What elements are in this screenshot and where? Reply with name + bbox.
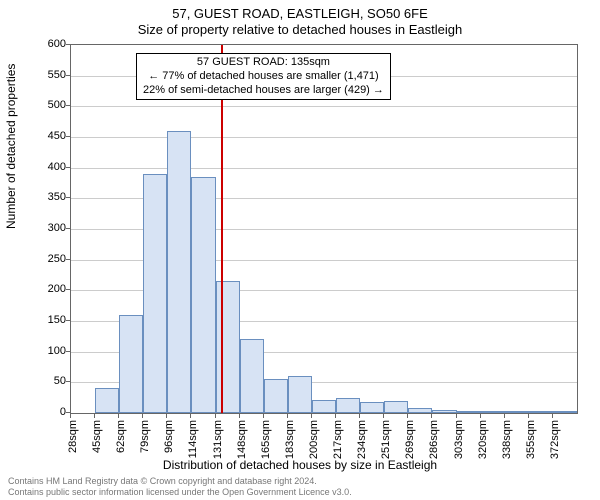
x-axis-label: Distribution of detached houses by size … [0, 458, 600, 472]
x-tick-mark [383, 414, 384, 418]
y-axis-label: Number of detached properties [4, 64, 18, 229]
x-tick-mark [190, 414, 191, 418]
histogram-bar [167, 131, 191, 413]
y-tick-label: 450 [26, 130, 66, 142]
x-tick-mark [456, 414, 457, 418]
histogram-bar [408, 408, 432, 413]
x-tick-label: 45sqm [91, 420, 103, 453]
histogram-bar [529, 411, 553, 413]
x-tick-label: 200sqm [308, 420, 320, 459]
x-tick-mark [215, 414, 216, 418]
y-tick-label: 550 [26, 69, 66, 81]
x-tick-mark [239, 414, 240, 418]
x-tick-mark [142, 414, 143, 418]
y-tick-label: 250 [26, 253, 66, 265]
histogram-bar [191, 177, 215, 413]
grid-line [71, 106, 577, 107]
x-tick-mark [311, 414, 312, 418]
histogram-bar [240, 339, 264, 413]
y-tick-label: 300 [26, 222, 66, 234]
x-tick-label: 96sqm [163, 420, 175, 453]
x-tick-label: 183sqm [284, 420, 296, 459]
annotation-line3: 22% of semi-detached houses are larger (… [143, 84, 384, 98]
x-tick-mark [480, 414, 481, 418]
histogram-bar [432, 410, 456, 413]
histogram-bar [264, 379, 288, 413]
y-tick-label: 400 [26, 161, 66, 173]
x-tick-label: 217sqm [332, 420, 344, 459]
x-tick-mark [335, 414, 336, 418]
x-tick-label: 62sqm [115, 420, 127, 453]
x-tick-label: 338sqm [501, 420, 513, 459]
x-tick-mark [359, 414, 360, 418]
y-tick-label: 500 [26, 99, 66, 111]
y-tick-label: 350 [26, 191, 66, 203]
histogram-bar [119, 315, 143, 413]
histogram-bar [95, 388, 119, 413]
y-tick-label: 600 [26, 38, 66, 50]
x-tick-mark [94, 414, 95, 418]
annotation-box: 57 GUEST ROAD: 135sqm ← 77% of detached … [136, 53, 391, 100]
histogram-bar [216, 281, 240, 413]
page-title-line2: Size of property relative to detached ho… [0, 21, 600, 37]
histogram-bar [553, 411, 577, 413]
x-tick-label: 372sqm [549, 420, 561, 459]
x-tick-mark [287, 414, 288, 418]
x-tick-label: 251sqm [380, 420, 392, 459]
y-tick-label: 100 [26, 345, 66, 357]
annotation-line1: 57 GUEST ROAD: 135sqm [143, 56, 384, 70]
histogram-bar [336, 398, 360, 413]
x-tick-mark [263, 414, 264, 418]
x-tick-label: 28sqm [67, 420, 79, 453]
page-title-line1: 57, GUEST ROAD, EASTLEIGH, SO50 6FE [0, 0, 600, 21]
x-tick-mark [407, 414, 408, 418]
x-tick-label: 114sqm [187, 420, 199, 458]
x-tick-mark [166, 414, 167, 418]
x-tick-label: 79sqm [139, 420, 151, 453]
x-tick-mark [431, 414, 432, 418]
x-tick-mark [552, 414, 553, 418]
y-tick-label: 150 [26, 314, 66, 326]
y-tick-label: 200 [26, 283, 66, 295]
histogram-bar [384, 401, 408, 413]
footer-attribution: Contains HM Land Registry data © Crown c… [8, 476, 352, 497]
footer-line1: Contains HM Land Registry data © Crown c… [8, 476, 352, 486]
histogram-bar [481, 411, 505, 413]
x-tick-label: 303sqm [453, 420, 465, 459]
annotation-line2: ← 77% of detached houses are smaller (1,… [143, 70, 384, 84]
x-tick-label: 165sqm [260, 420, 272, 459]
histogram-bar [143, 174, 167, 413]
x-tick-label: 269sqm [404, 420, 416, 459]
x-tick-mark [118, 414, 119, 418]
histogram-bar [360, 402, 384, 413]
grid-line [71, 168, 577, 169]
histogram-bar [505, 411, 529, 413]
y-tick-label: 0 [26, 406, 66, 418]
x-tick-label: 234sqm [356, 420, 368, 459]
x-tick-label: 148sqm [236, 420, 248, 459]
histogram-bar [288, 376, 312, 413]
grid-line [71, 137, 577, 138]
x-tick-mark [528, 414, 529, 418]
x-tick-label: 286sqm [428, 420, 440, 459]
histogram-plot: 57 GUEST ROAD: 135sqm ← 77% of detached … [70, 44, 578, 414]
histogram-bar [312, 400, 336, 413]
histogram-bar [457, 411, 481, 413]
x-tick-mark [70, 414, 71, 418]
footer-line2: Contains public sector information licen… [8, 487, 352, 497]
x-tick-label: 131sqm [212, 420, 224, 459]
x-tick-mark [504, 414, 505, 418]
x-tick-label: 355sqm [525, 420, 537, 459]
y-tick-label: 50 [26, 375, 66, 387]
x-tick-label: 320sqm [477, 420, 489, 459]
